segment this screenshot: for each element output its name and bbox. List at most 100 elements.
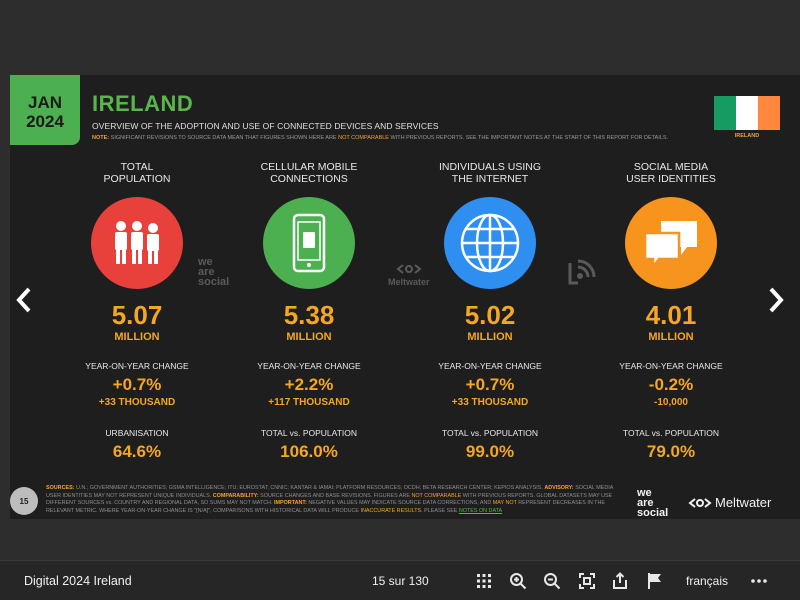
yoy-label: YEAR-ON-YEAR CHANGE: [85, 361, 189, 371]
date-year: 2024: [26, 112, 64, 131]
stat-title-line2: POPULATION: [103, 173, 171, 185]
meltwater-logo: Meltwater: [688, 495, 771, 510]
stat-title-line1: SOCIAL MEDIA: [633, 161, 709, 173]
sub-label: TOTAL vs. POPULATION: [260, 428, 358, 438]
note-label: NOTE:: [92, 135, 110, 141]
advisory-text: SOCIAL MEDIA USER IDENTITIES MAY NOT REP…: [46, 485, 614, 499]
sub-value: 79.0%: [646, 442, 696, 461]
yoy-absolute: +33 THOUSAND: [451, 397, 529, 408]
grid-icon[interactable]: [474, 571, 494, 591]
important-label: IMPORTANT:: [274, 500, 307, 506]
stat-unit: MILLION: [648, 331, 694, 343]
previous-page-icon[interactable]: [12, 285, 36, 315]
sub-value: 64.6%: [112, 442, 162, 461]
stat-value: 4.01: [645, 300, 697, 330]
logo-social: social: [637, 507, 669, 519]
stat-title-line1: INDIVIDUALS USING: [438, 161, 542, 173]
yoy-absolute: -10,000: [654, 397, 688, 408]
we-are-social-logo: we are social: [637, 487, 669, 519]
sources-label: SOURCES:: [46, 485, 75, 491]
logo-are: are: [637, 497, 654, 509]
sources-text: U.N.; GOVERNMENT AUTHORITIES; GSMA INTEL…: [75, 485, 543, 491]
stat-title-line1: TOTAL: [120, 161, 154, 173]
flag-icon[interactable]: [645, 571, 665, 591]
logo-we: we: [637, 487, 652, 499]
stat-value: 5.38: [283, 300, 335, 330]
stat-unit: MILLION: [286, 331, 332, 343]
comparability-text-b: WITH PREVIOUS REPORTS. GLOBAL DATASETS M…: [46, 492, 613, 507]
stat-column-population: TOTAL POPULATION 5.07 MILLION YEAR-ON-YE…: [62, 161, 212, 462]
data-signal-watermark-icon: [566, 257, 596, 292]
sub-label: URBANISATION: [105, 428, 169, 438]
yoy-percent: -0.2%: [648, 375, 694, 394]
sub-label: TOTAL vs. POPULATION: [622, 428, 720, 438]
stat-value: 5.07: [111, 300, 163, 330]
yoy-label: YEAR-ON-YEAR CHANGE: [619, 361, 723, 371]
slide: JAN 2024 IRELAND OVERVIEW OF THE ADOPTIO…: [10, 75, 800, 519]
yoy-percent: +0.7%: [112, 375, 162, 394]
stat-unit: MILLION: [467, 331, 513, 343]
page-number-badge: 15: [10, 487, 38, 515]
watermark-meltwater-text: Meltwater: [388, 277, 430, 287]
sub-value: 99.0%: [465, 442, 515, 461]
we-are-social-watermark: we are social: [198, 256, 230, 288]
document-title: Digital 2024 Ireland: [24, 574, 132, 588]
meltwater-logo-text: Meltwater: [715, 495, 772, 510]
yoy-label: YEAR-ON-YEAR CHANGE: [438, 361, 542, 371]
yoy-percent: +2.2%: [284, 375, 334, 394]
slide-note: NOTE: SIGNIFICANT REVISIONS TO SOURCE DA…: [92, 135, 668, 141]
zoom-in-icon[interactable]: [508, 571, 528, 591]
advisory-label: ADVISORY:: [544, 485, 574, 491]
inaccurate-results-text: INACCURATE RESULTS.: [360, 507, 423, 514]
chat-bubbles-icon: [625, 197, 717, 289]
important-text-c: PLEASE SEE: [424, 507, 458, 514]
meltwater-watermark-icon: [396, 264, 422, 274]
comparability-label: COMPARABILITY:: [212, 492, 259, 499]
stat-column-mobile: CELLULAR MOBILE CONNECTIONS 5.38 MILLION…: [234, 161, 384, 462]
stat-title-line2: THE INTERNET: [451, 173, 529, 185]
date-month: JAN: [27, 93, 62, 112]
stat-title: CELLULAR MOBILE CONNECTIONS: [234, 161, 384, 187]
ireland-flag: [714, 96, 780, 130]
yoy-label: YEAR-ON-YEAR CHANGE: [257, 361, 361, 371]
note-not-comparable: NOT COMPARABLE: [338, 135, 389, 141]
more-icon[interactable]: [749, 571, 769, 591]
people-icon: [91, 197, 183, 289]
language-selector[interactable]: français: [686, 574, 729, 588]
stat-title: SOCIAL MEDIA USER IDENTITIES: [596, 161, 746, 187]
stat-title-line2: USER IDENTITIES: [626, 173, 716, 185]
sub-value: 106.0%: [280, 442, 338, 461]
fullscreen-icon[interactable]: [577, 571, 597, 591]
next-page-icon[interactable]: [764, 285, 788, 315]
slide-title: IRELAND: [92, 91, 194, 116]
flag-green-stripe: [714, 96, 736, 130]
stat-unit: MILLION: [114, 331, 160, 343]
stat-title: INDIVIDUALS USING THE INTERNET: [415, 161, 565, 187]
share-icon[interactable]: [610, 571, 630, 591]
flag-label: IRELAND: [734, 133, 760, 139]
date-tab: JAN 2024: [10, 75, 80, 145]
stat-title-line2: CONNECTIONS: [270, 173, 348, 185]
important-text-a: NEGATIVE VALUES MAY INDICATE SOURCE DATA…: [308, 500, 492, 506]
stat-title-line1: CELLULAR MOBILE: [260, 161, 358, 173]
globe-icon: [444, 197, 536, 289]
meltwater-watermark: Meltwater: [388, 263, 430, 287]
stat-column-social: SOCIAL MEDIA USER IDENTITIES 4.01 MILLIO…: [596, 161, 746, 462]
note-text-a: SIGNIFICANT REVISIONS TO SOURCE DATA MEA…: [110, 135, 337, 141]
not-comparable-text: NOT COMPARABLE: [411, 492, 462, 499]
slide-subtitle: OVERVIEW OF THE ADOPTION AND USE OF CONN…: [92, 121, 439, 131]
zoom-out-icon[interactable]: [542, 571, 562, 591]
flag-white-stripe: [736, 96, 758, 130]
may-not-text: MAY NOT: [492, 500, 517, 506]
yoy-percent: +0.7%: [465, 375, 515, 394]
stat-title: TOTAL POPULATION: [62, 161, 212, 187]
watermark-social: social: [198, 276, 230, 288]
stat-value: 5.02: [464, 300, 516, 330]
viewer-toolbar: Digital 2024 Ireland 15 sur 130 français: [0, 560, 800, 600]
notes-on-data-link[interactable]: NOTES ON DATA: [458, 507, 503, 514]
page-counter: 15 sur 130: [372, 574, 429, 588]
note-text-b: WITH PREVIOUS REPORTS. SEE THE IMPORTANT…: [390, 135, 669, 141]
sources-footnote: SOURCES: U.N.; GOVERNMENT AUTHORITIES; G…: [46, 485, 621, 515]
watermark-we: we: [198, 256, 213, 268]
